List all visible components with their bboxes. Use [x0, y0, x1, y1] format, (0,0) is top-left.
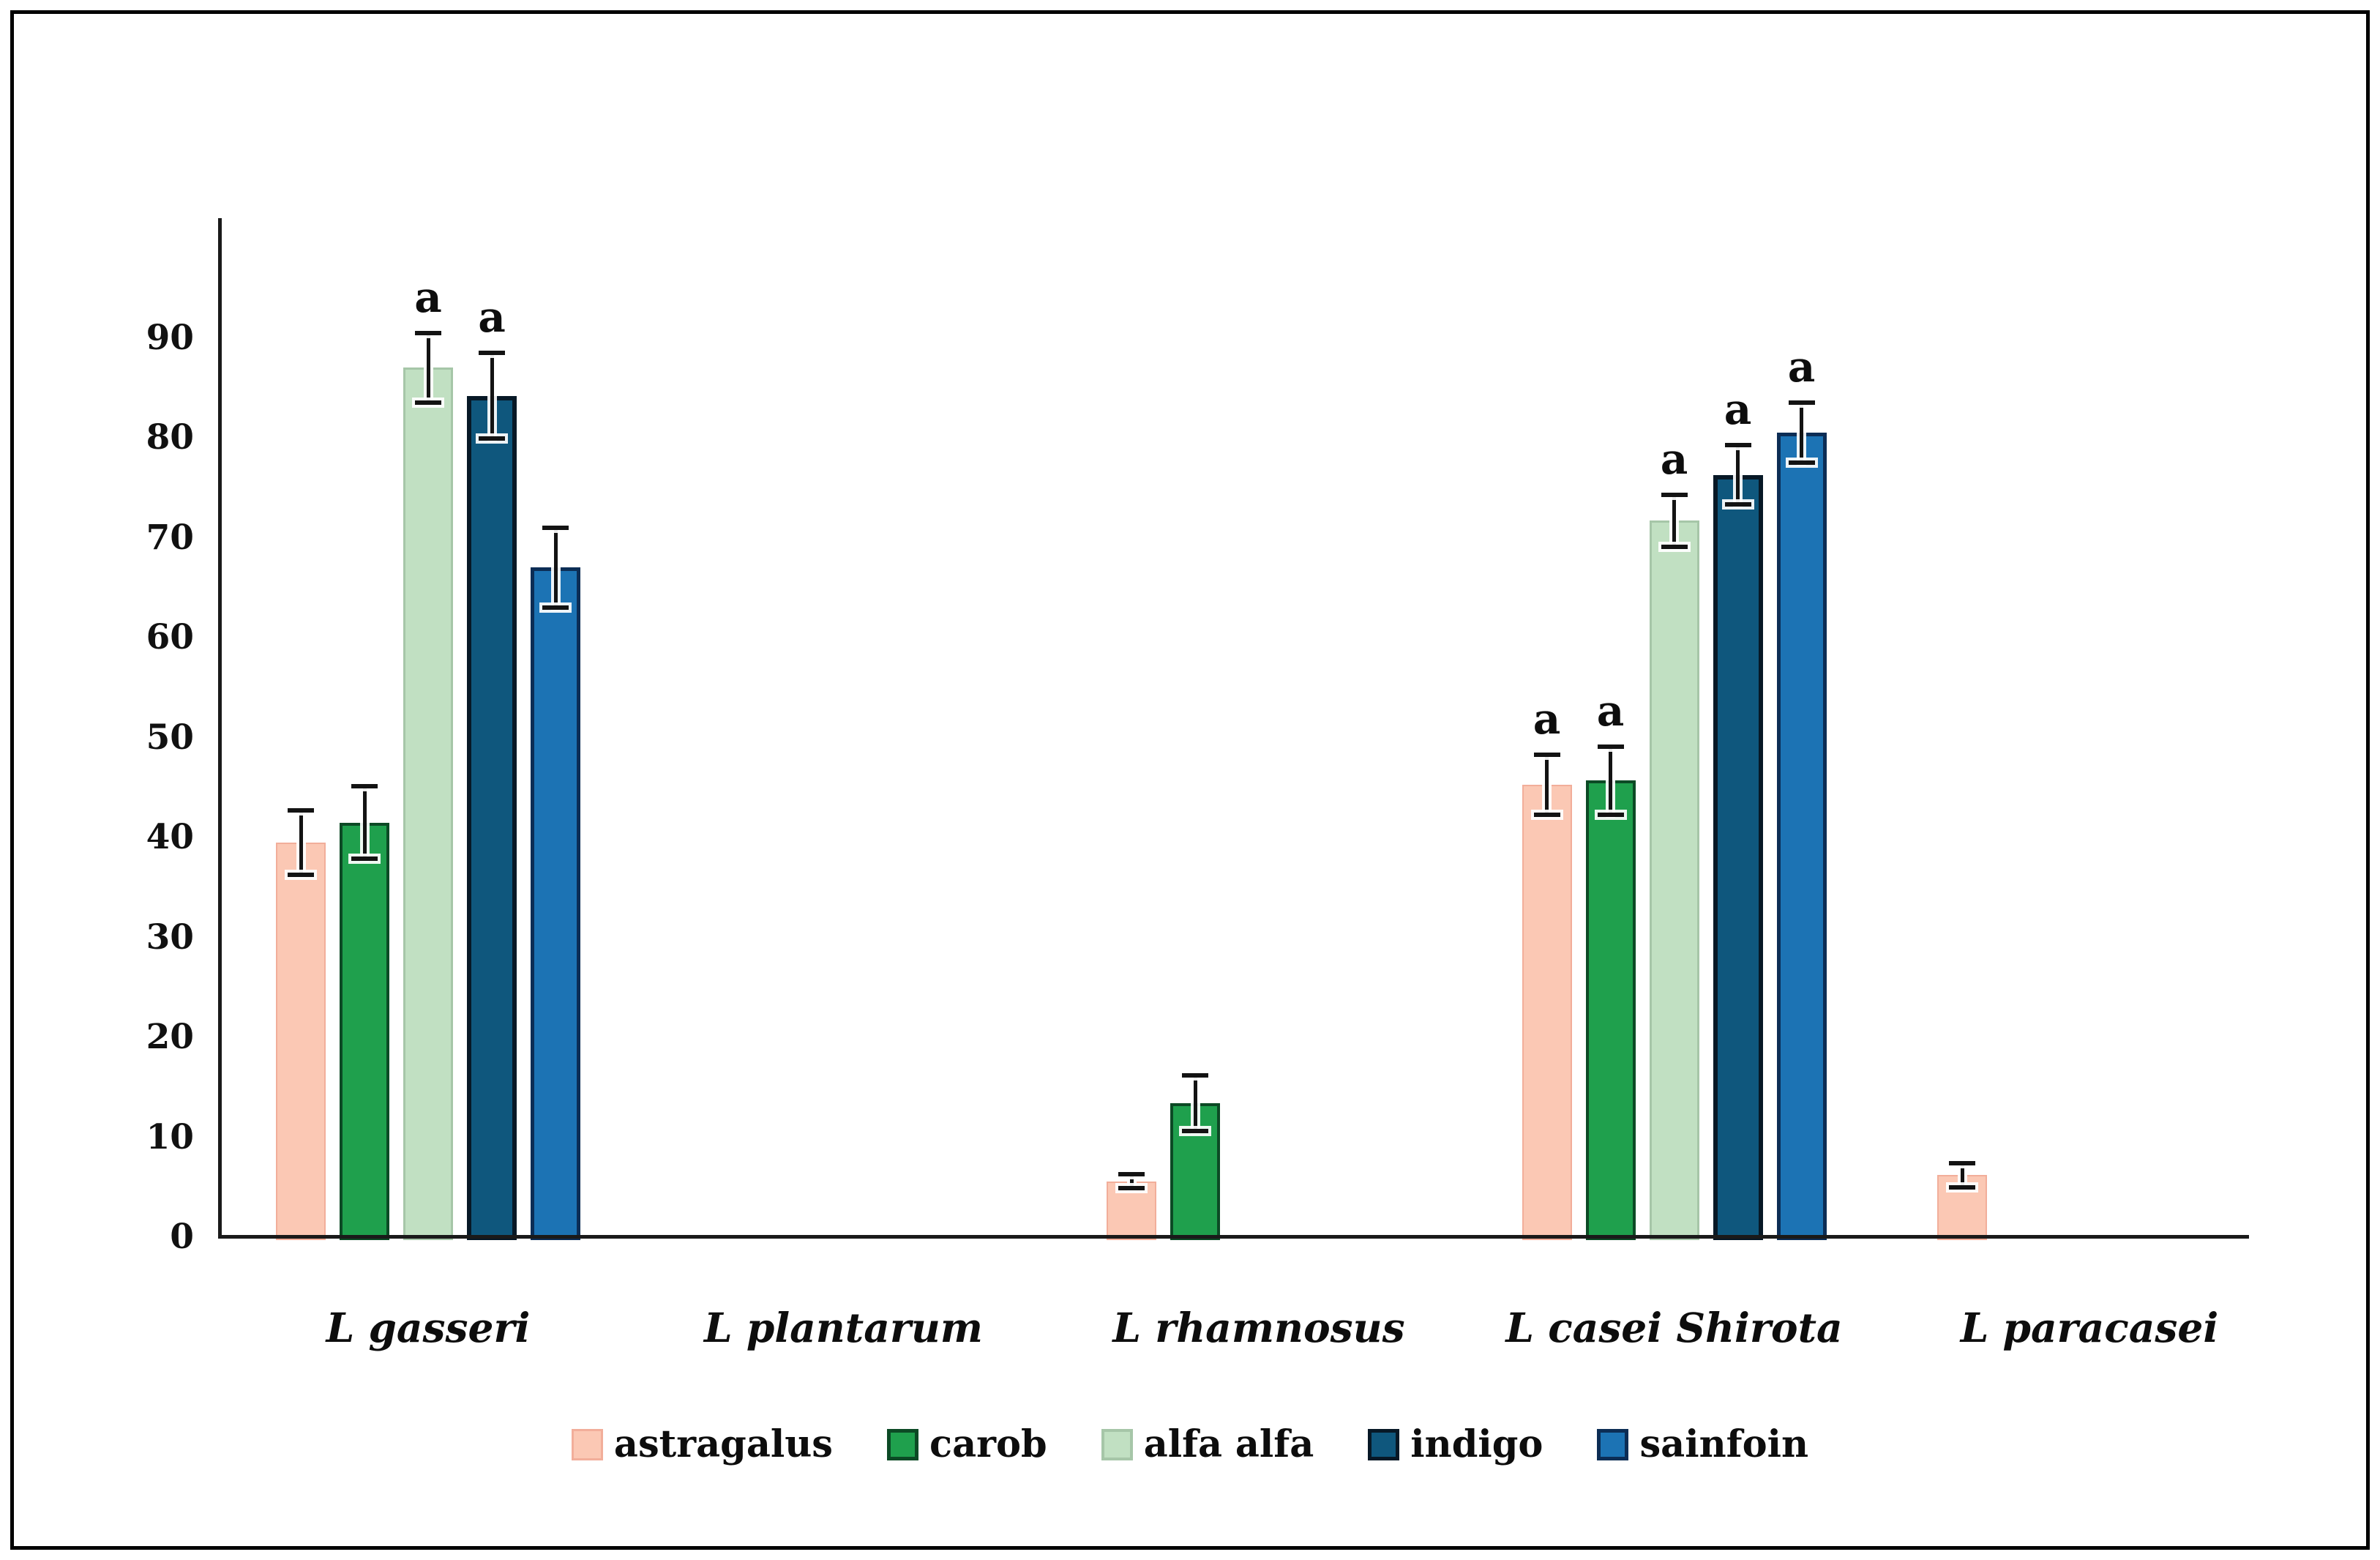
y-axis-line	[218, 218, 222, 1239]
y-tick-label: 90	[146, 317, 194, 358]
bar-alfa-alfa	[403, 367, 453, 1240]
error-bar-cap	[479, 436, 505, 441]
error-bar-cap	[1533, 812, 1560, 817]
error-bar-stem	[1193, 1075, 1197, 1132]
error-bar-cap	[1661, 544, 1688, 549]
error-bar-cap	[1118, 1186, 1145, 1191]
legend-label: carob	[929, 1422, 1047, 1466]
significance-annotation: a	[1533, 693, 1561, 744]
legend-item-alfa-alfa: alfa alfa	[1101, 1426, 1314, 1463]
legend-swatch-sainfoin	[1597, 1429, 1629, 1460]
error-bar-stem	[1800, 403, 1803, 463]
bar-carob	[340, 822, 389, 1240]
error-bar-stem	[553, 527, 558, 608]
y-tick-label: 40	[146, 817, 194, 857]
bar-sainfoin	[531, 567, 580, 1240]
significance-annotation: a	[478, 291, 506, 342]
x-axis-label-l-rhamnosus: L rhamnosus	[1112, 1304, 1405, 1351]
legend-item-indigo: indigo	[1368, 1426, 1543, 1463]
error-bar-cap	[1788, 460, 1815, 466]
x-axis-label-l-gasseri: L gasseri	[326, 1304, 531, 1351]
error-bar-cap	[1724, 442, 1751, 447]
error-bar-cap	[1597, 812, 1624, 817]
error-bar-cap	[1182, 1072, 1208, 1078]
y-tick-label: 0	[170, 1217, 194, 1257]
error-bar-cap	[1533, 752, 1560, 757]
bar-carob	[1585, 780, 1636, 1240]
legend-item-astragalus: astragalus	[571, 1422, 834, 1466]
error-bar-cap	[288, 872, 314, 877]
error-bar-stem	[362, 786, 367, 859]
y-tick-label: 70	[146, 517, 194, 558]
error-bar-cap	[542, 605, 569, 611]
error-bar-cap	[1661, 492, 1688, 497]
legend-label: astragalus	[613, 1422, 834, 1466]
legend-label: indigo	[1410, 1422, 1543, 1466]
error-bar-cap	[1597, 744, 1624, 749]
error-bar-stem	[1960, 1162, 1964, 1187]
legend-swatch-astragalus	[571, 1429, 603, 1460]
error-bar-cap	[1949, 1184, 1975, 1190]
error-bar-cap	[1182, 1129, 1208, 1134]
y-tick-label: 10	[146, 1116, 194, 1157]
x-axis-label-l-casei-shirota: L casei Shirota	[1505, 1304, 1843, 1351]
legend-item-carob: carob	[887, 1426, 1047, 1463]
significance-annotation: a	[1787, 342, 1816, 392]
significance-annotation: a	[1596, 685, 1625, 736]
legend-label: sainfoin	[1639, 1422, 1809, 1466]
error-bar-cap	[1949, 1160, 1975, 1165]
error-bar-stem	[1609, 746, 1612, 815]
error-bar-stem	[1129, 1174, 1134, 1189]
legend-item-sainfoin: sainfoin	[1597, 1426, 1808, 1463]
significance-annotation: a	[1724, 384, 1752, 434]
significance-annotation: a	[1660, 433, 1688, 484]
error-bar-cap	[1118, 1172, 1145, 1176]
x-axis-line	[218, 1235, 2249, 1239]
legend-swatch-indigo	[1368, 1429, 1400, 1460]
bar-alfa-alfa	[1649, 520, 1699, 1240]
error-bar-stem	[1545, 754, 1549, 815]
error-bar-cap	[415, 400, 441, 406]
y-tick-label: 20	[146, 1017, 194, 1057]
bar-sainfoin	[1776, 433, 1827, 1240]
bar-astragalus	[1107, 1181, 1156, 1240]
y-tick-label: 60	[146, 617, 194, 657]
error-bar-cap	[479, 350, 505, 355]
legend: astragalus carob alfa alfa indigo sainfoin	[0, 1426, 2380, 1463]
error-bar-cap	[1788, 400, 1815, 406]
y-tick-label: 30	[146, 917, 194, 958]
y-tick-label: 80	[146, 417, 194, 458]
error-bar-cap	[542, 525, 569, 530]
x-axis-label-l-paracasei: L paracasei	[1960, 1304, 2219, 1351]
error-bar-cap	[1724, 502, 1751, 507]
error-bar-stem	[426, 332, 430, 403]
legend-swatch-alfa-alfa	[1101, 1429, 1133, 1460]
error-bar-stem	[1736, 444, 1740, 505]
bar-indigo	[1713, 474, 1763, 1240]
error-bar-stem	[299, 810, 303, 875]
error-bar-stem	[490, 352, 494, 439]
error-bar-cap	[415, 330, 441, 335]
significance-annotation: a	[414, 272, 442, 322]
error-bar-stem	[1672, 494, 1676, 547]
legend-label: alfa alfa	[1143, 1422, 1314, 1466]
legend-swatch-carob	[887, 1429, 919, 1460]
bar-indigo	[467, 395, 517, 1240]
bar-astragalus	[276, 842, 326, 1240]
error-bar-cap	[288, 808, 314, 813]
x-axis-label-l-plantarum: L plantarum	[704, 1304, 983, 1351]
error-bar-cap	[351, 784, 378, 789]
y-tick-label: 50	[146, 717, 194, 758]
error-bar-cap	[351, 856, 378, 861]
bar-astragalus	[1522, 784, 1572, 1240]
